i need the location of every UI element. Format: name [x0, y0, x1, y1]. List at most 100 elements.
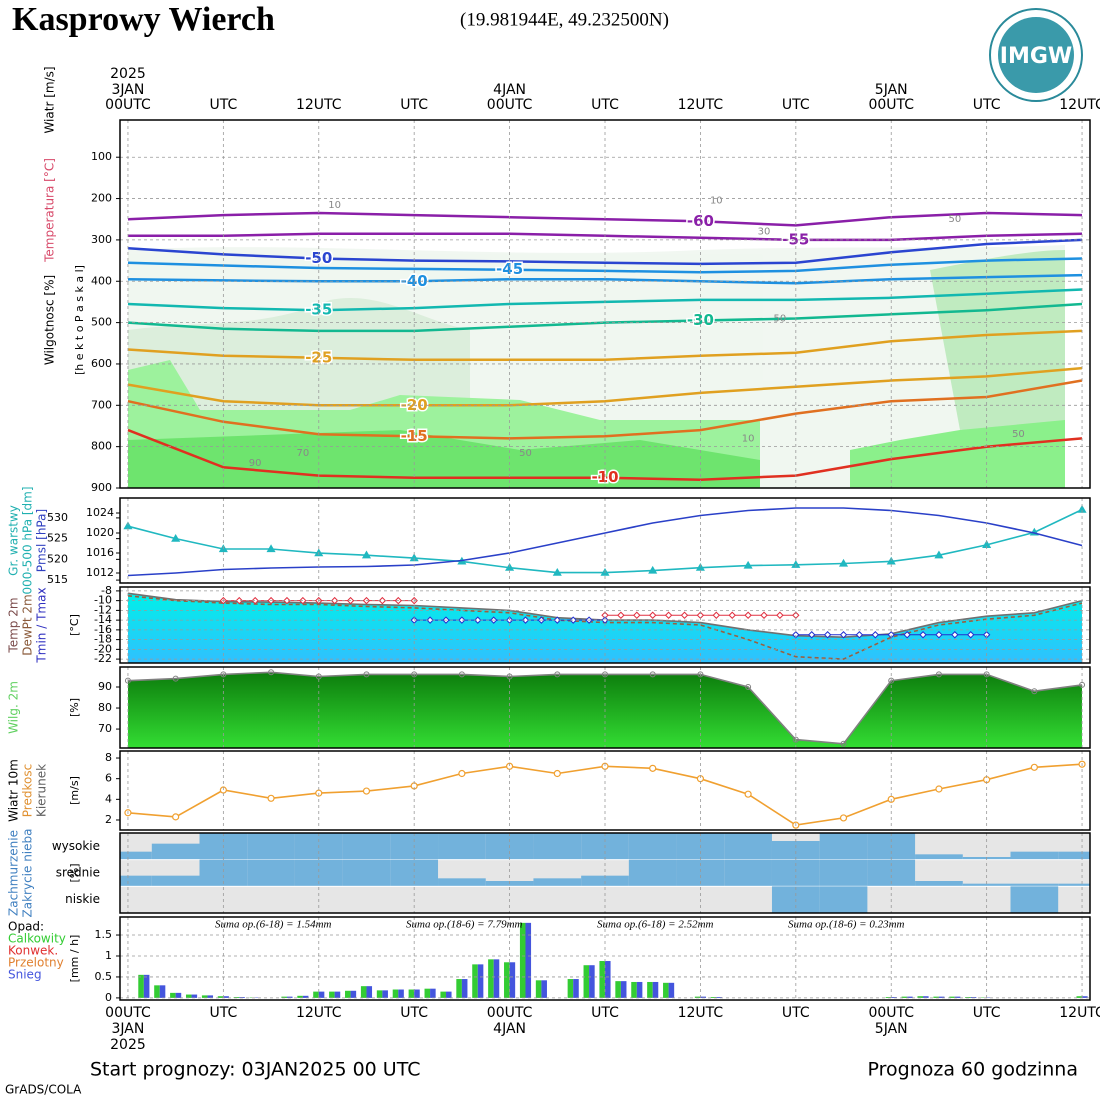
y-tick-label: 200 [91, 192, 112, 205]
date-label: 5JAN [875, 1021, 908, 1037]
isotherm [127, 302, 1083, 333]
legend-entry: Snieg [8, 968, 42, 982]
y-tick-label: 90 [98, 680, 112, 693]
y-tick-label: 0.5 [95, 970, 113, 983]
marker [602, 671, 608, 678]
precip-bar [700, 996, 706, 998]
isotherm [127, 211, 1083, 227]
marker [554, 671, 561, 678]
time-tick-label: 12UTC [1059, 97, 1100, 113]
marker [1030, 763, 1038, 771]
precip-sum: Suma op.(6-18) = 1.54mm [215, 919, 332, 931]
y-tick-label: 0 [105, 991, 112, 1004]
marker [552, 567, 562, 576]
cloud-cover [819, 833, 868, 860]
marker [648, 565, 658, 574]
time-tick-label: UTC [782, 97, 810, 113]
isotherm [127, 238, 1083, 266]
cloud-cover [628, 859, 677, 887]
precip-bar [414, 989, 420, 998]
side-label: Zakrycie nieba [21, 829, 35, 918]
marker [553, 769, 561, 778]
y-tick-label: 900 [91, 481, 112, 494]
extreme-marker [839, 631, 848, 639]
precip-bar [615, 981, 621, 998]
precip-bar [440, 991, 446, 998]
legend-entry: Opad: [8, 920, 44, 934]
precip-bar [239, 997, 245, 998]
isotherm [127, 273, 1083, 285]
marker [267, 794, 275, 802]
cloud-cover [1010, 886, 1059, 913]
cloud-cover [247, 833, 295, 860]
precip-bar [567, 979, 574, 998]
cloud-cover [533, 833, 582, 860]
logo: IMGW [989, 8, 1083, 102]
precip-bar [143, 974, 150, 998]
marker [935, 671, 942, 678]
isotherm-label: -15 [401, 427, 428, 445]
humidity-label: 10 [710, 196, 723, 207]
cloud-cover [342, 833, 391, 860]
extreme-marker [648, 611, 657, 619]
time-tick-label: 00UTC [487, 1005, 533, 1021]
time-tick-label: UTC [782, 1005, 810, 1021]
precip-bar [605, 961, 611, 998]
y-tick-label: -10 [94, 594, 112, 607]
legend-entry: Calkowity [8, 932, 66, 946]
precip-bar [286, 996, 293, 998]
time-tick-label: UTC [400, 1005, 428, 1021]
extreme-marker [664, 611, 673, 619]
extreme-marker [808, 631, 816, 639]
precip-bar [583, 965, 590, 998]
cloud-cover [342, 859, 391, 887]
precip-bar [573, 979, 579, 998]
time-tick-label: 12UTC [296, 1005, 342, 1021]
logo-disc [998, 17, 1074, 93]
humidity-label: 70 [297, 448, 310, 459]
isotherm [127, 379, 1083, 440]
y-tick-label: 520 [47, 552, 68, 565]
marker [1031, 688, 1038, 695]
precip-bar [345, 990, 351, 998]
extreme-marker [617, 611, 625, 619]
marker [458, 671, 465, 678]
legend-entry: Przelotny [8, 956, 64, 970]
panel-frame [119, 119, 1091, 489]
forecast-length: Prognoza 60 godzinna [868, 1059, 1078, 1081]
logo-text: IMGW [1000, 44, 1072, 69]
precip-bar [885, 997, 892, 998]
marker [124, 677, 131, 684]
extreme-marker [823, 631, 832, 639]
precip-bar [159, 985, 166, 998]
time-tick-label: 00UTC [105, 97, 151, 113]
isotherm [127, 329, 1083, 362]
y-tick-label: 80 [98, 701, 112, 714]
cloud-cover [1010, 851, 1059, 860]
marker [649, 764, 657, 772]
marker [697, 671, 704, 678]
y-tick-label: 1.5 [95, 928, 113, 941]
y-tick-label: 2 [105, 813, 112, 826]
humidity-label: 50 [948, 214, 961, 225]
side-label: Gr. warstwy [7, 505, 21, 576]
y2-tick-label: 1016 [86, 546, 114, 559]
cloud-category: srednie [56, 866, 100, 880]
humidity-label: 90 [249, 458, 262, 469]
extreme-marker [744, 611, 752, 619]
precip-bar [636, 981, 643, 998]
time-tick-label: UTC [973, 1005, 1001, 1021]
precip-bar [647, 981, 653, 998]
precip-bar [525, 922, 532, 998]
extreme-marker [553, 616, 562, 624]
precip-bar [430, 988, 436, 998]
marker [983, 671, 990, 678]
y-tick-label: -12 [94, 603, 112, 616]
panel-frame [119, 586, 1091, 664]
side-label: Wiatr [m/s] [43, 66, 57, 133]
extreme-marker [283, 596, 291, 605]
humidity-label: 10 [328, 200, 341, 211]
side-label: Wilgotnosc [%] [43, 275, 57, 365]
cloud-cover [1058, 851, 1090, 860]
y-tick-label: -8 [101, 584, 112, 597]
